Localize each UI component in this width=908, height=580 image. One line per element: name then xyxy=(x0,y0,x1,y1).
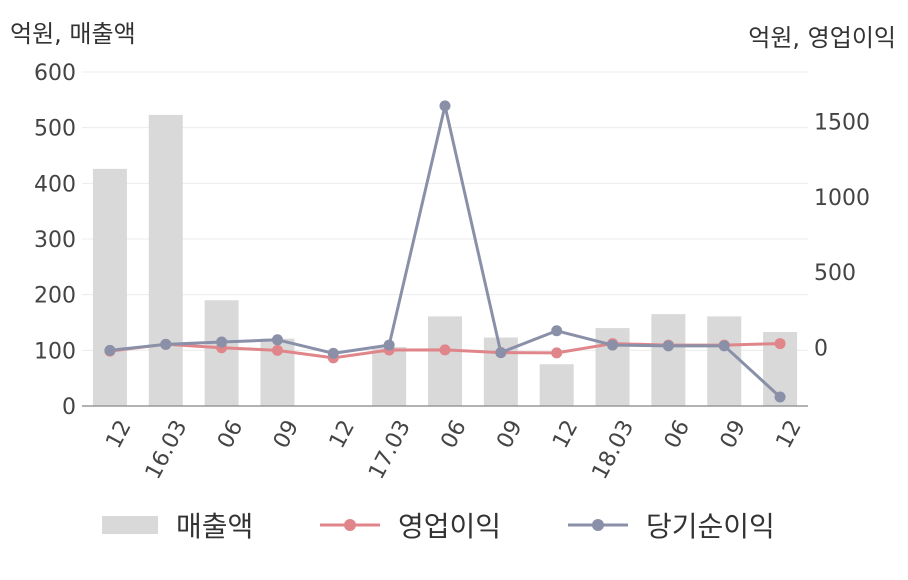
left-tick-label: 200 xyxy=(34,284,76,309)
left-tick-label: 600 xyxy=(34,61,76,86)
x-tick-label: 18.03 xyxy=(588,416,640,483)
point-net-income xyxy=(607,339,619,351)
point-net-income xyxy=(271,334,283,346)
left-tick-label: 100 xyxy=(34,339,76,364)
x-tick-label: 09 xyxy=(716,416,751,452)
bar-sales xyxy=(651,314,686,406)
point-net-income xyxy=(160,338,172,350)
right-tick-label: 0 xyxy=(814,336,828,361)
legend-item-operating-profit: 영업이익 xyxy=(320,500,501,550)
bar-series xyxy=(92,114,798,406)
left-tick-label: 500 xyxy=(34,117,76,142)
point-operating-profit xyxy=(551,347,563,359)
x-tick-label: 12 xyxy=(101,416,136,452)
point-net-income xyxy=(327,347,339,359)
bar-sales xyxy=(707,316,742,406)
right-tick-label: 1500 xyxy=(814,111,870,136)
legend: 매출액 영업이익 당기순이익 xyxy=(0,500,908,550)
bar-sales xyxy=(148,114,183,406)
right-axis-title: 억원, 영업이익 xyxy=(748,24,896,52)
x-tick-label: 09 xyxy=(269,416,304,452)
bar-sales xyxy=(372,346,407,406)
bar-sales xyxy=(539,364,574,406)
x-tick-label: 09 xyxy=(492,416,527,452)
right-tick-label: 500 xyxy=(814,261,856,286)
legend-swatch-line-operating xyxy=(320,519,380,531)
point-net-income xyxy=(383,339,395,351)
x-tick-label: 12 xyxy=(325,416,360,452)
right-tick-label: 1000 xyxy=(814,186,870,211)
point-net-income xyxy=(551,325,563,337)
left-tick-label: 0 xyxy=(62,395,76,420)
bar-sales xyxy=(92,168,127,406)
x-tick-label: 06 xyxy=(437,416,472,452)
legend-item-net-income: 당기순이익 xyxy=(568,500,775,550)
left-tick-label: 400 xyxy=(34,172,76,197)
left-tick-label: 300 xyxy=(34,228,76,253)
grid-lines xyxy=(82,71,808,351)
legend-swatch-line-net xyxy=(568,519,628,531)
point-operating-profit xyxy=(439,344,451,356)
x-tick-label: 06 xyxy=(213,416,248,452)
x-tick-label: 17.03 xyxy=(364,416,416,483)
point-net-income xyxy=(718,340,730,352)
point-operating-profit xyxy=(271,344,283,356)
point-net-income xyxy=(774,391,786,403)
legend-label-operating-profit: 영업이익 xyxy=(398,510,502,543)
x-tick-label: 16.03 xyxy=(141,416,193,483)
legend-swatch-bar xyxy=(102,516,158,534)
point-net-income xyxy=(216,336,228,348)
legend-label-net-income: 당기순이익 xyxy=(646,510,775,543)
x-tick-label: 12 xyxy=(772,416,807,452)
line-series xyxy=(104,100,786,403)
legend-item-sales: 매출액 xyxy=(102,500,253,550)
point-net-income xyxy=(662,340,674,352)
point-net-income xyxy=(104,344,116,356)
left-axis-title: 억원, 매출액 xyxy=(10,20,136,48)
bar-sales xyxy=(428,316,462,406)
legend-label-sales: 매출액 xyxy=(176,510,254,543)
x-tick-label: 06 xyxy=(660,416,695,452)
point-net-income xyxy=(439,100,451,112)
x-tick-label: 12 xyxy=(548,416,583,452)
point-operating-profit xyxy=(774,338,786,350)
point-net-income xyxy=(495,347,507,359)
